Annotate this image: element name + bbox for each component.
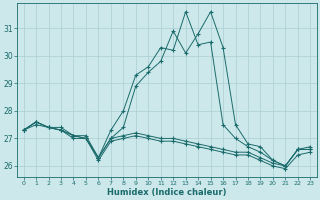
X-axis label: Humidex (Indice chaleur): Humidex (Indice chaleur)	[107, 188, 227, 197]
